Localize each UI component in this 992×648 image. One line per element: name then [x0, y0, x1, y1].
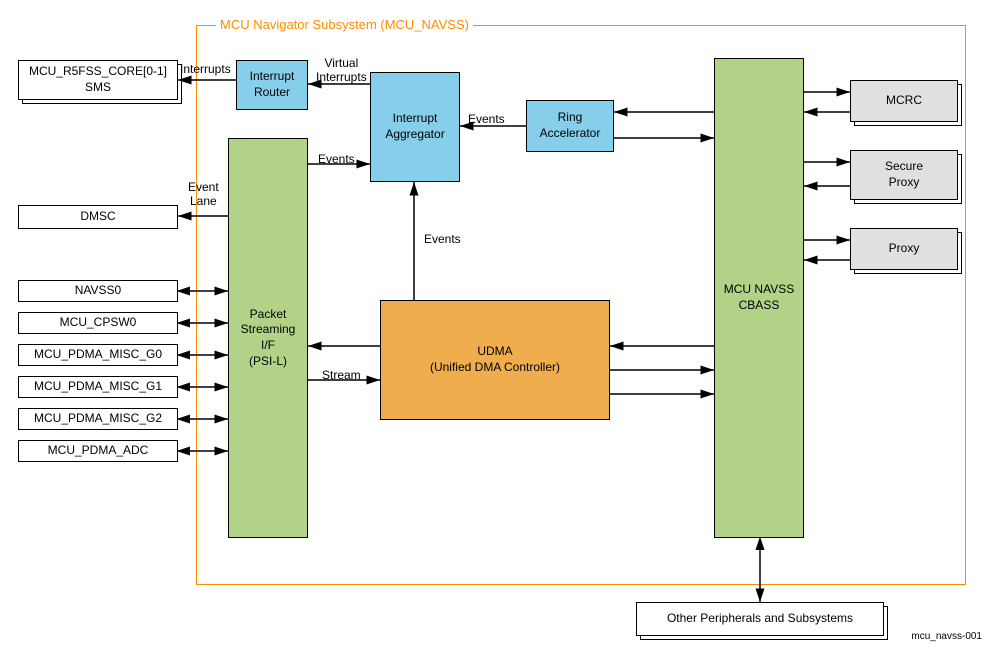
block-udma: UDMA(Unified DMA Controller) — [380, 300, 610, 420]
block-cbass: MCU NAVSSCBASS — [714, 58, 804, 538]
label-events1: Events — [468, 112, 505, 126]
block-navss0: NAVSS0 — [18, 280, 178, 302]
label-vinterrupts: VirtualInterrupts — [316, 56, 367, 85]
block-pdma0: MCU_PDMA_MISC_G0 — [18, 344, 178, 366]
block-other: Other Peripherals and Subsystems — [636, 602, 884, 636]
block-pdma2: MCU_PDMA_MISC_G2 — [18, 408, 178, 430]
block-iagg: InterruptAggregator — [370, 72, 460, 182]
block-ring: RingAccelerator — [526, 100, 614, 152]
diagram-id: mcu_navss-001 — [911, 631, 982, 642]
block-proxy: Proxy — [850, 228, 958, 270]
label-stream: Stream — [322, 368, 361, 382]
label-eventlane: EventLane — [188, 180, 219, 209]
block-mcrc: MCRC — [850, 80, 958, 122]
block-pdma1: MCU_PDMA_MISC_G1 — [18, 376, 178, 398]
block-pdmaadc: MCU_PDMA_ADC — [18, 440, 178, 462]
block-r5f: MCU_R5FSS_CORE[0-1]SMS — [18, 60, 178, 100]
label-events2: Events — [318, 152, 355, 166]
block-cpsw: MCU_CPSW0 — [18, 312, 178, 334]
label-events3: Events — [424, 232, 461, 246]
block-psil: PacketStreamingI/F(PSI-L) — [228, 138, 308, 538]
label-interrupts: Interrupts — [180, 62, 231, 76]
block-irouter: InterruptRouter — [236, 60, 308, 110]
subsystem-title: MCU Navigator Subsystem (MCU_NAVSS) — [216, 17, 473, 32]
block-sproxy: SecureProxy — [850, 150, 958, 200]
block-dmsc: DMSC — [18, 205, 178, 229]
